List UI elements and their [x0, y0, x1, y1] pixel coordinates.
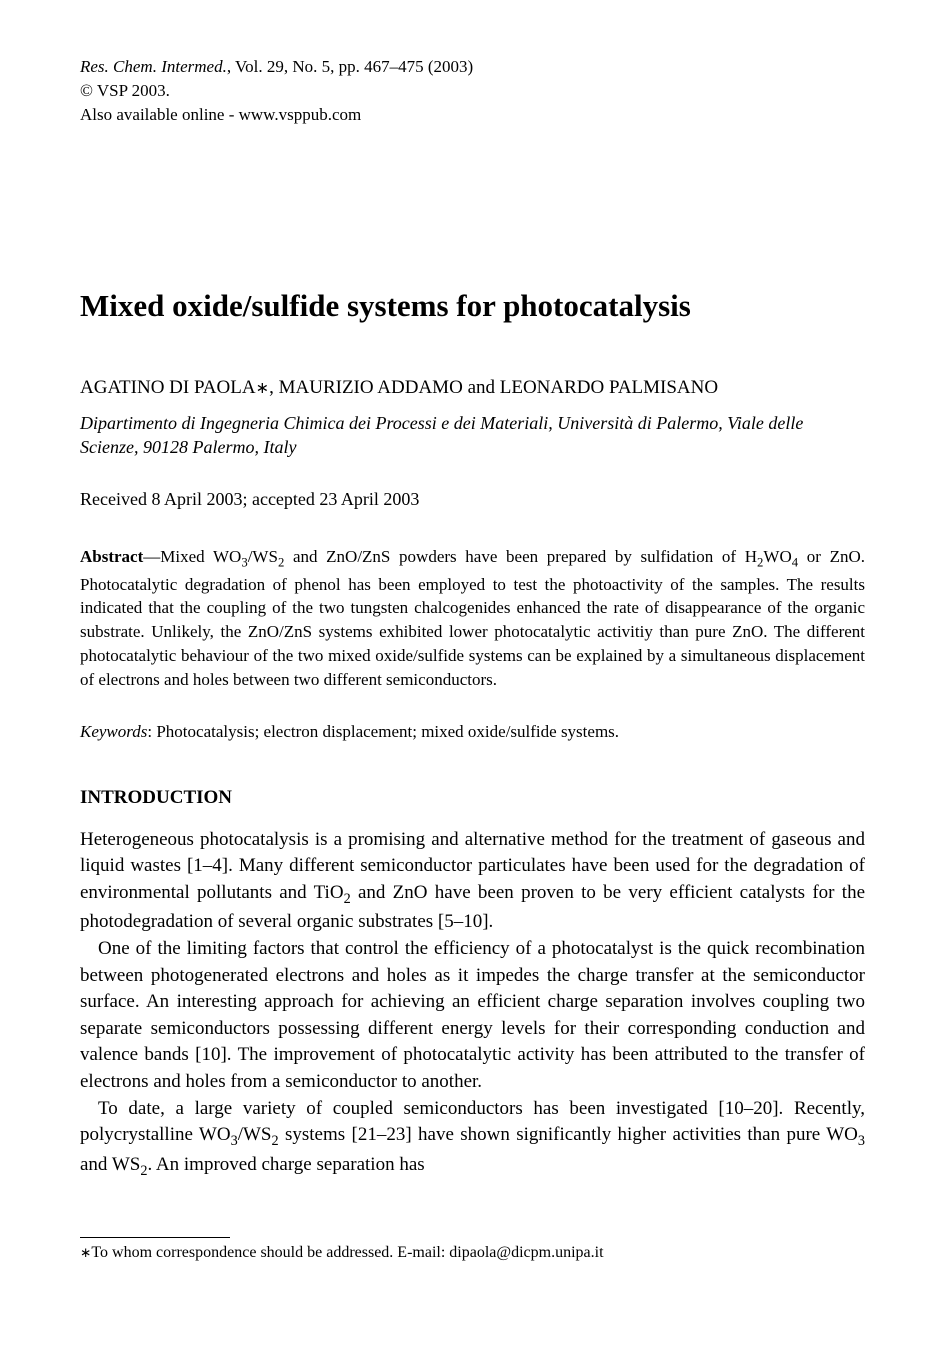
article-title: Mixed oxide/sulfide systems for photocat… [80, 286, 865, 326]
body-text: Heterogeneous photocatalysis is a promis… [80, 827, 865, 1182]
paragraph-3: To date, a large variety of coupled semi… [80, 1096, 865, 1182]
author-sep-2: and [463, 377, 500, 398]
journal-header: Res. Chem. Intermed., Vol. 29, No. 5, pp… [80, 55, 865, 126]
online-availability: Also available online - www.vsppub.com [80, 103, 865, 127]
abstract-text-1: Mixed WO [160, 547, 241, 566]
author-1: AGATINO DI PAOLA [80, 377, 256, 398]
received-accepted-dates: Received 8 April 2003; accepted 23 April… [80, 489, 865, 510]
keywords-label: Keywords [80, 722, 147, 741]
abstract-text-3: and ZnO/ZnS powders have been prepared b… [284, 547, 757, 566]
section-heading-introduction: INTRODUCTION [80, 787, 865, 809]
abstract-text-2: /WS [248, 547, 278, 566]
corresponding-mark: ∗ [256, 380, 270, 397]
author-2: MAURIZIO ADDAMO [279, 377, 463, 398]
journal-name: Res. Chem. Intermed. [80, 57, 227, 76]
p3-text-d: and WS [80, 1154, 140, 1175]
authors-line: AGATINO DI PAOLA∗, MAURIZIO ADDAMO and L… [80, 377, 865, 399]
author-3: LEONARDO PALMISANO [500, 377, 718, 398]
p1-sub-1: 2 [344, 890, 351, 906]
author-sep-1: , [269, 377, 279, 398]
abstract-block: Abstract—Mixed WO3/WS2 and ZnO/ZnS powde… [80, 545, 865, 691]
p3-sub-3: 3 [858, 1133, 865, 1149]
abstract-dash: — [143, 547, 160, 566]
abstract-label: Abstract [80, 547, 143, 566]
p3-text-e: . An improved charge separation has [147, 1154, 424, 1175]
copyright-line: © VSP 2003. [80, 79, 865, 103]
keywords-text: : Photocatalysis; electron displacement;… [147, 722, 619, 741]
keywords-line: Keywords: Photocatalysis; electron displ… [80, 722, 865, 742]
abstract-text-4: WO [763, 547, 791, 566]
p3-sub-2: 2 [272, 1133, 279, 1149]
abstract-text-5: or ZnO. Photocatalytic degradation of ph… [80, 547, 865, 688]
journal-citation: Res. Chem. Intermed., Vol. 29, No. 5, pp… [80, 55, 865, 79]
paragraph-1: Heterogeneous photocatalysis is a promis… [80, 827, 865, 937]
p3-sub-1: 3 [231, 1133, 238, 1149]
footnote: ∗To whom correspondence should be addres… [80, 1244, 865, 1262]
citation-details: , Vol. 29, No. 5, pp. 467–475 (2003) [227, 57, 473, 76]
paragraph-2: One of the limiting factors that control… [80, 936, 865, 1096]
affiliation: Dipartimento di Ingegneria Chimica dei P… [80, 411, 865, 460]
footnote-mark: ∗ [80, 1245, 91, 1260]
footnote-rule [80, 1237, 230, 1238]
p3-text-b: /WS [238, 1124, 272, 1145]
footnote-text: To whom correspondence should be address… [91, 1244, 603, 1261]
p3-text-c: systems [21–23] have shown significantly… [279, 1124, 858, 1145]
